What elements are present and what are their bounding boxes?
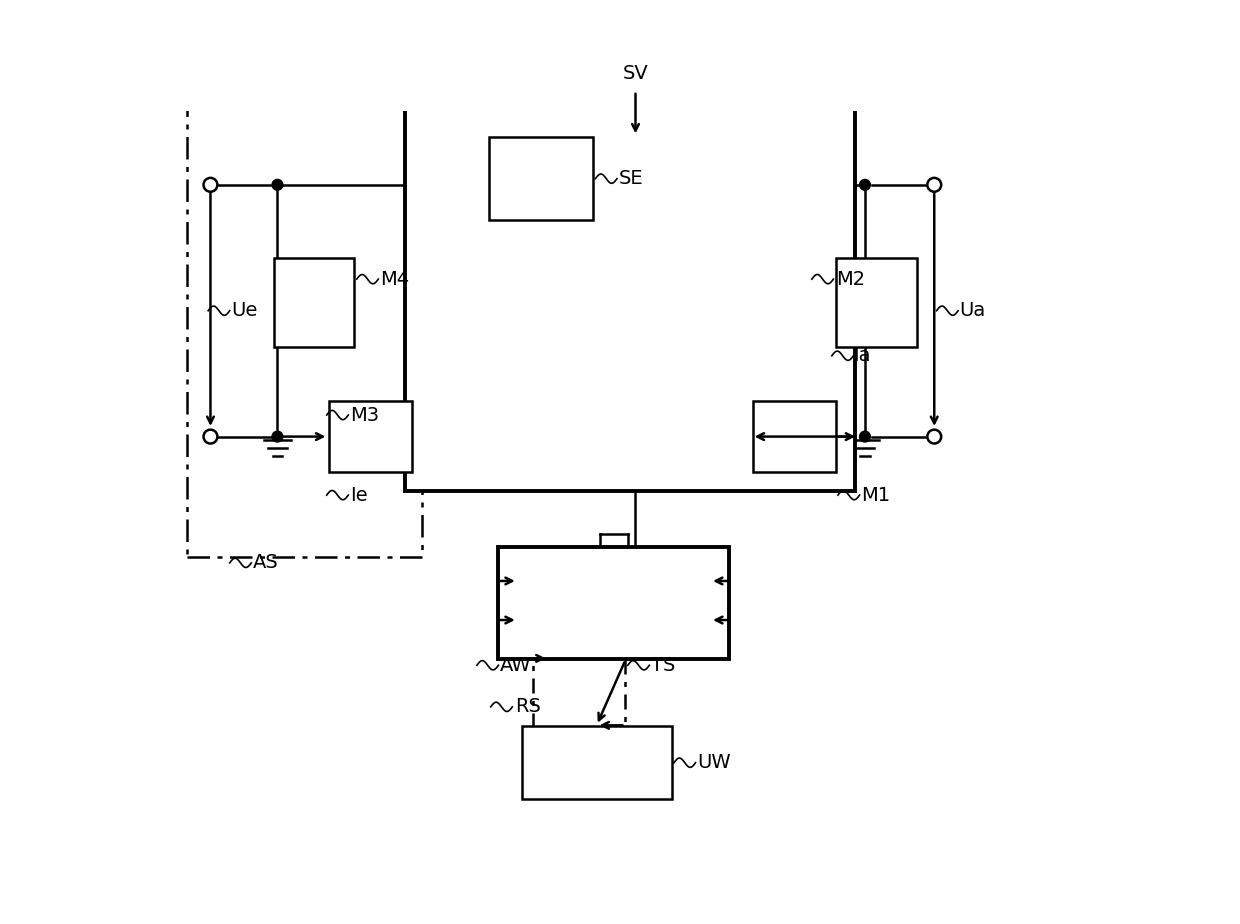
Text: AS: AS [253, 553, 279, 572]
Bar [404, 91, 854, 492]
Circle shape [859, 432, 870, 442]
Text: Ia: Ia [853, 346, 870, 365]
Circle shape [203, 177, 217, 192]
Bar [522, 726, 672, 799]
Circle shape [203, 430, 217, 444]
Text: RS: RS [516, 698, 541, 716]
Text: M4: M4 [379, 270, 409, 288]
Text: SE: SE [619, 169, 644, 188]
Text: AW: AW [500, 656, 532, 675]
Circle shape [272, 179, 283, 190]
Bar [753, 401, 836, 472]
Bar [274, 258, 355, 346]
Text: UW: UW [697, 753, 730, 772]
Text: SV: SV [622, 64, 649, 83]
Text: Ie: Ie [350, 486, 367, 505]
Bar [490, 137, 593, 220]
Text: TS: TS [651, 656, 676, 675]
Circle shape [859, 179, 870, 190]
Text: M1: M1 [861, 486, 890, 505]
Circle shape [272, 432, 283, 442]
Text: Ua: Ua [960, 301, 986, 321]
Text: M2: M2 [836, 270, 864, 288]
Text: Ue: Ue [231, 301, 258, 321]
Circle shape [928, 430, 941, 444]
Bar [187, 93, 422, 556]
Text: M3: M3 [350, 406, 379, 424]
Bar [498, 547, 729, 659]
Bar [836, 258, 916, 346]
Circle shape [928, 177, 941, 192]
Bar [329, 401, 412, 472]
